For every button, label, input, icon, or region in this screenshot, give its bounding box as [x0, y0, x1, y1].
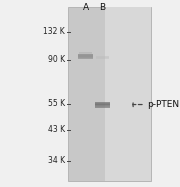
Bar: [79, 52, 92, 53]
Bar: [78, 54, 93, 55]
Bar: [105, 7, 151, 181]
Bar: [78, 57, 93, 58]
Bar: [95, 104, 110, 105]
Bar: [96, 56, 109, 57]
Bar: [96, 58, 109, 59]
Bar: [78, 56, 93, 57]
Text: B: B: [99, 3, 106, 12]
Bar: [95, 103, 110, 104]
Text: 90 K: 90 K: [48, 55, 65, 64]
Text: A: A: [82, 3, 89, 12]
Bar: [96, 57, 109, 58]
Text: 43 K: 43 K: [48, 125, 65, 134]
Bar: [95, 107, 110, 108]
Bar: [78, 55, 93, 56]
Text: 132 K: 132 K: [43, 27, 65, 36]
Bar: [95, 105, 110, 106]
Bar: [95, 102, 110, 103]
Bar: [68, 7, 151, 181]
Text: 55 K: 55 K: [48, 99, 65, 108]
Text: 34 K: 34 K: [48, 156, 65, 165]
Bar: [79, 53, 92, 54]
Text: p-PTEN: p-PTEN: [147, 100, 179, 109]
Bar: [78, 58, 93, 59]
Bar: [95, 106, 110, 107]
